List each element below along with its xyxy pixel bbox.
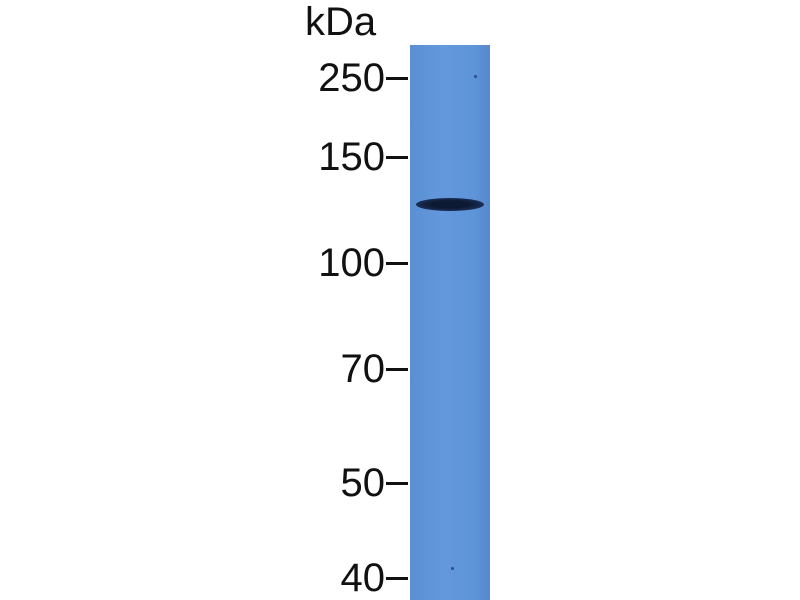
marker-tick-40 <box>386 577 408 580</box>
marker-label-150: 150 <box>318 135 385 179</box>
marker-tick-250 <box>386 77 408 80</box>
marker-label-250: 250 <box>318 56 385 100</box>
speck <box>474 75 477 78</box>
unit-label: kDa <box>305 0 377 44</box>
protein-band <box>416 198 484 211</box>
marker-label-100: 100 <box>318 241 385 285</box>
speck <box>451 567 454 570</box>
marker-tick-150 <box>386 156 408 159</box>
marker-label-40: 40 <box>340 556 386 600</box>
marker-label-50: 50 <box>340 461 386 505</box>
marker-tick-50 <box>386 482 408 485</box>
marker-label-70: 70 <box>340 347 386 391</box>
marker-tick-70 <box>386 368 408 371</box>
blot-lane <box>410 45 490 600</box>
marker-tick-100 <box>386 262 408 265</box>
